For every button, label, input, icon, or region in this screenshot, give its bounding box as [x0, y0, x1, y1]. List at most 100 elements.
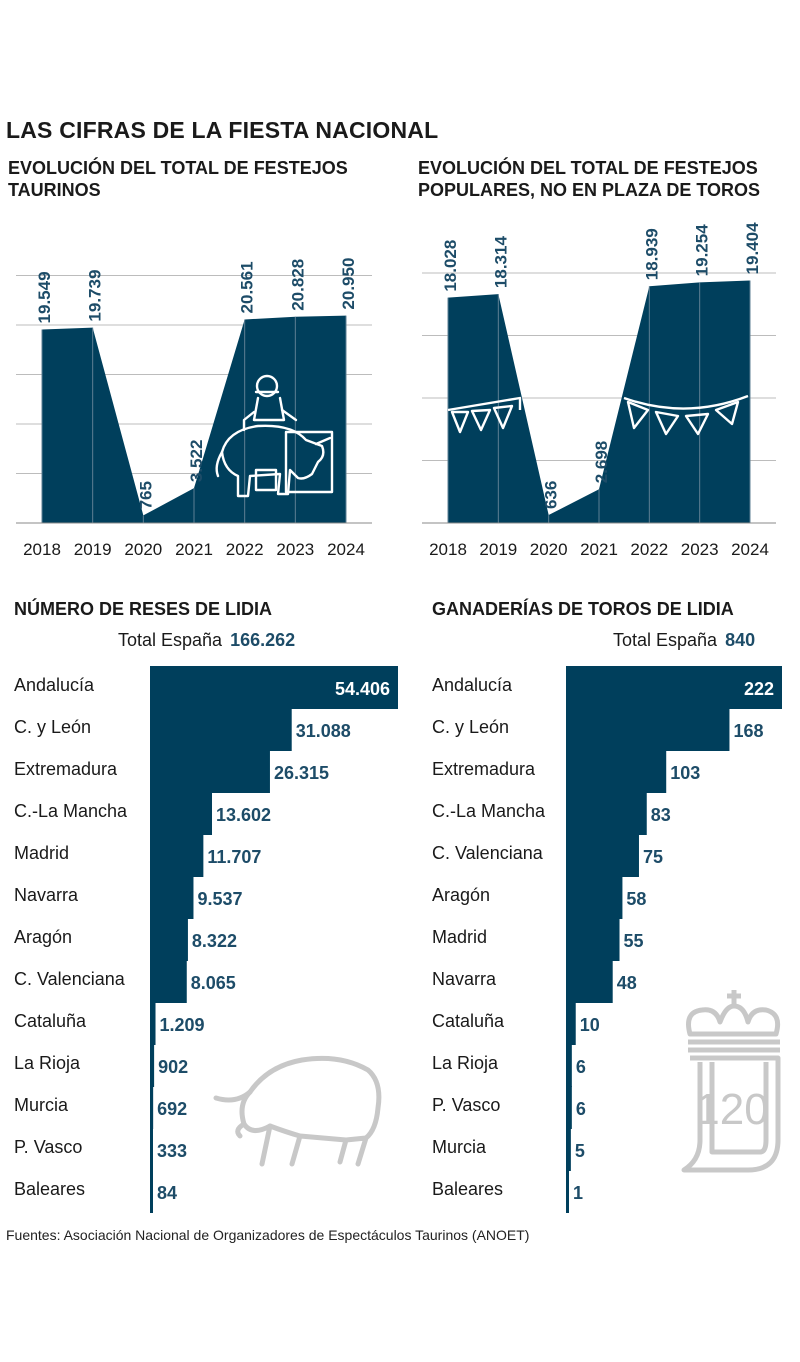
value-label: 8.322: [192, 931, 237, 951]
category-label: Navarra: [14, 885, 79, 905]
bar: [150, 1086, 154, 1129]
total-value: 166.262: [230, 630, 296, 650]
value-label: 20.561: [238, 261, 257, 313]
value-label: 11.707: [207, 847, 261, 867]
value-label: 19.549: [35, 271, 54, 323]
bar: [566, 1044, 572, 1087]
value-label: 333: [157, 1141, 187, 1161]
value-label: 10: [580, 1015, 600, 1035]
value-label: 18.314: [491, 236, 510, 289]
category-label: C. y León: [14, 717, 91, 737]
value-label: 83: [651, 805, 671, 825]
bar: [150, 750, 270, 793]
category-label: C. y León: [432, 717, 509, 737]
bar: [566, 960, 613, 1003]
bull-outline-icon: [213, 1055, 382, 1167]
bar: [150, 834, 204, 877]
x-tick-label: 2018: [429, 540, 467, 559]
value-label: 8.065: [191, 973, 236, 993]
bar: [566, 1128, 571, 1171]
value-label: 6: [576, 1057, 586, 1077]
bar: [150, 876, 194, 919]
value-label: 692: [157, 1099, 187, 1119]
category-label: C.-La Mancha: [432, 801, 546, 821]
bar: [150, 708, 292, 751]
bar: [566, 1170, 569, 1213]
value-label: 48: [617, 973, 637, 993]
x-tick-label: 2022: [630, 540, 668, 559]
value-label: 1: [573, 1183, 583, 1203]
category-label: Murcia: [14, 1095, 69, 1115]
category-label: C. Valenciana: [432, 843, 544, 863]
category-label: Aragón: [432, 885, 490, 905]
total-reses: Total España 166.262: [118, 630, 295, 651]
value-label: 3.522: [187, 440, 206, 483]
bar: [566, 792, 647, 835]
x-tick-label: 2024: [731, 540, 769, 559]
x-tick-label: 2020: [124, 540, 162, 559]
festive-bunting-icon: [447, 394, 749, 436]
value-label: 31.088: [296, 721, 351, 741]
category-label: Madrid: [14, 843, 69, 863]
value-label: 636: [542, 481, 561, 509]
category-label: Murcia: [432, 1137, 487, 1157]
category-label: Extremadura: [432, 759, 536, 779]
value-label: 58: [626, 889, 646, 909]
category-label: Andalucía: [14, 675, 95, 695]
bar: [566, 666, 782, 709]
value-label: 19.739: [86, 270, 105, 322]
x-tick-label: 2020: [530, 540, 568, 559]
x-tick-label: 2024: [327, 540, 365, 559]
bar: [150, 960, 187, 1003]
x-tick-label: 2022: [226, 540, 264, 559]
value-label: 2.698: [592, 441, 611, 484]
bar: [566, 1002, 576, 1045]
chart-title-festejos-taurinos: EVOLUCIÓN DEL TOTAL DE FESTEJOS TAURINOS: [8, 158, 348, 200]
value-label: 19.254: [693, 224, 712, 277]
category-label: C.-La Mancha: [14, 801, 128, 821]
x-tick-label: 2019: [74, 540, 112, 559]
category-label: Cataluña: [14, 1011, 87, 1031]
category-label: P. Vasco: [432, 1095, 500, 1115]
bar: [150, 1002, 156, 1045]
x-tick-label: 2018: [23, 540, 61, 559]
total-label: Total España: [613, 630, 718, 650]
bar: [566, 834, 639, 877]
value-label: 55: [624, 931, 644, 951]
category-label: Aragón: [14, 927, 72, 947]
source-note: Fuentes: Asociación Nacional de Organiza…: [6, 1227, 530, 1243]
category-label: Navarra: [432, 969, 497, 989]
x-tick-label: 2021: [580, 540, 618, 559]
bar: [150, 1044, 155, 1087]
chart-title-festejos-populares: EVOLUCIÓN DEL TOTAL DE FESTEJOS POPULARE…: [418, 158, 761, 200]
value-label: 168: [733, 721, 763, 741]
total-label: Total España: [118, 630, 223, 650]
value-label: 9.537: [197, 889, 242, 909]
value-label: 18.028: [441, 240, 460, 292]
total-value: 840: [725, 630, 756, 650]
value-label: 19.404: [743, 222, 762, 275]
category-label: Andalucía: [432, 675, 513, 695]
total-ganaderias: Total España 840: [613, 630, 755, 651]
area-chart-festejos-taurinos: 19.549 19.739 765 3.522 20.561 20.828 20.950 20…: [16, 258, 372, 559]
main-title: LAS CIFRAS DE LA FIESTA NACIONAL: [6, 117, 439, 143]
category-label: P. Vasco: [14, 1137, 82, 1157]
crown-120-logo: [681, 990, 781, 1173]
x-tick-label: 2019: [479, 540, 517, 559]
value-label: 222: [744, 679, 774, 699]
chart-title-reses: NÚMERO DE RESES DE LIDIA: [14, 599, 273, 619]
value-label: 1.209: [160, 1015, 205, 1035]
bar: [566, 750, 667, 793]
x-tick-label: 2021: [175, 540, 213, 559]
value-label: 75: [643, 847, 663, 867]
value-label: 20.828: [288, 259, 307, 311]
bar: [566, 708, 730, 751]
bar: [150, 1128, 153, 1171]
category-label: Madrid: [432, 927, 487, 947]
bar: [150, 666, 398, 709]
value-label: 103: [670, 763, 700, 783]
bar: [566, 876, 623, 919]
bar-chart-ganaderias: Andalucía C. y León Extremadura C.-La Manch…: [432, 666, 782, 1213]
category-label: Baleares: [432, 1179, 503, 1199]
